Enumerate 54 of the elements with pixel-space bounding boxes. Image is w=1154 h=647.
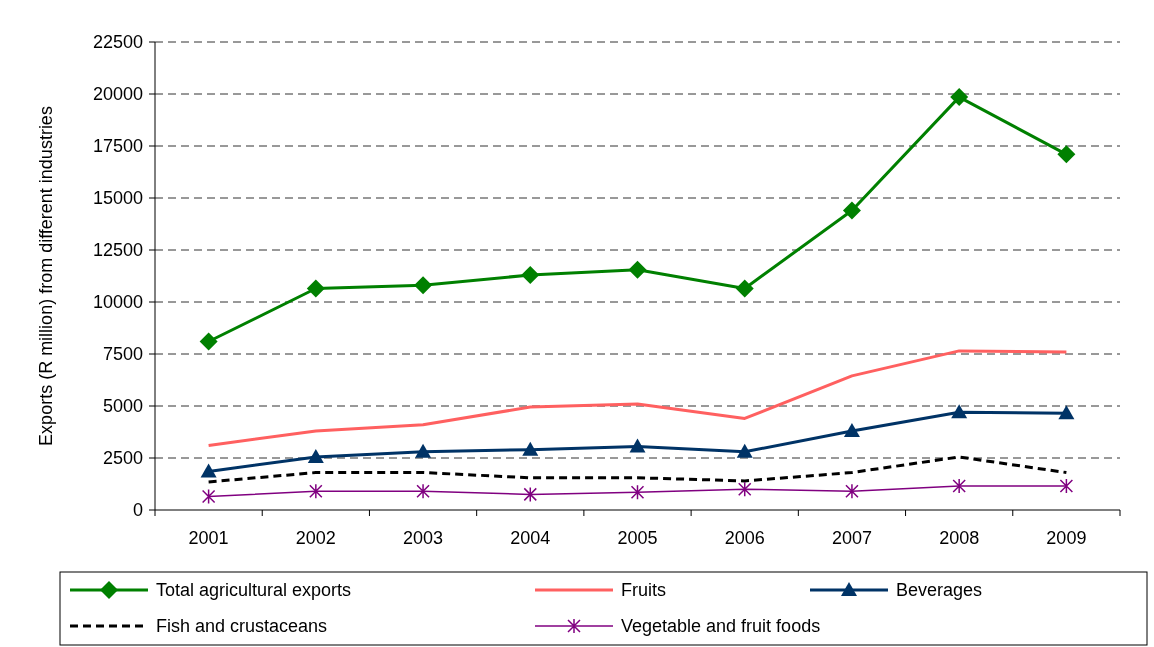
point	[845, 483, 859, 500]
point	[628, 260, 647, 279]
x-tick-label: 2004	[510, 528, 551, 548]
y-tick-label: 22500	[92, 32, 143, 53]
x-tick-label: 2001	[188, 528, 229, 548]
point	[1057, 145, 1076, 164]
point	[951, 404, 968, 419]
x-tick-label: 2002	[295, 528, 336, 548]
legend-label: Fruits	[621, 580, 666, 601]
point	[306, 279, 325, 298]
y-tick-label: 7500	[102, 344, 143, 365]
y-tick-label: 0	[132, 500, 143, 521]
point	[309, 483, 323, 500]
legend-label: Vegetable and fruit foods	[621, 616, 821, 637]
legend-label: Total agricultural exports	[156, 580, 352, 601]
point	[842, 201, 861, 220]
y-tick-label: 17500	[92, 136, 143, 157]
y-tick-label: 10000	[92, 292, 143, 313]
x-tick-label: 2006	[724, 528, 765, 548]
point	[1059, 478, 1074, 494]
point	[736, 443, 753, 458]
point	[414, 276, 433, 295]
point	[416, 483, 430, 500]
y-tick-label: 5000	[102, 396, 143, 417]
point	[737, 481, 752, 497]
x-tick-label: 2003	[403, 528, 444, 548]
point	[523, 486, 538, 503]
x-tick-label: 2007	[831, 528, 872, 548]
y-tick-label: 12500	[92, 240, 143, 261]
y-tick-label: 20000	[92, 84, 143, 105]
legend-label: Beverages	[896, 580, 983, 601]
line-series	[207, 349, 1068, 448]
point	[843, 422, 860, 437]
y-tick-label: 2500	[102, 448, 143, 469]
point	[1058, 405, 1075, 420]
y-axis-title: Exports (R million) from different industries	[36, 106, 56, 446]
point	[307, 448, 324, 463]
x-tick-label: 2005	[617, 528, 658, 548]
point	[199, 332, 218, 351]
point	[415, 443, 432, 458]
point	[201, 488, 216, 505]
point	[522, 441, 539, 456]
point	[735, 279, 754, 298]
point	[630, 484, 645, 501]
point	[950, 88, 969, 107]
point	[200, 463, 217, 478]
y-tick-label: 15000	[92, 188, 143, 209]
point	[629, 438, 646, 453]
line-series	[207, 455, 1068, 484]
x-tick-label: 2008	[939, 528, 980, 548]
x-tick-label: 2009	[1046, 528, 1087, 548]
legend-label: Fish and crustaceans	[156, 616, 328, 637]
point	[952, 478, 966, 494]
point	[521, 265, 540, 284]
